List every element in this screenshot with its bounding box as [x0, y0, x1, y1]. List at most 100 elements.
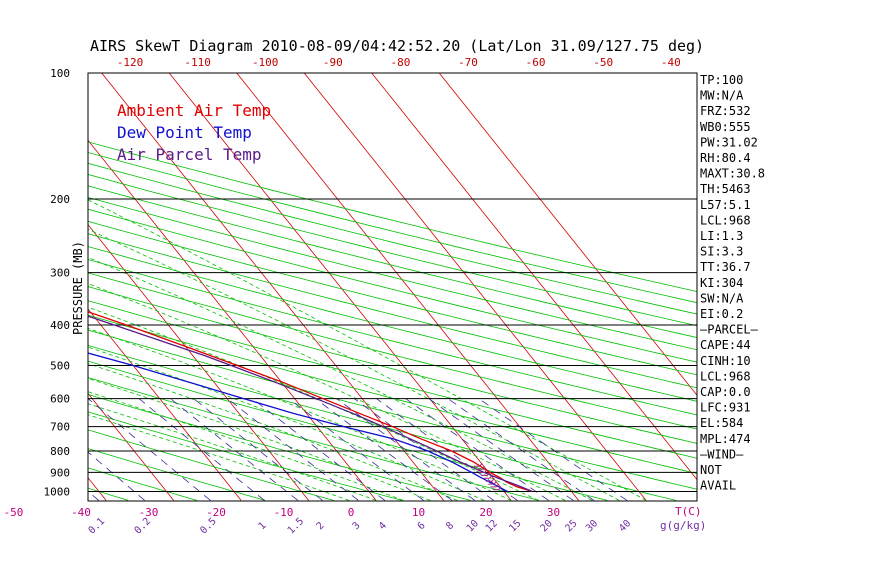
mixing-ratio-tick-label: 30: [584, 518, 600, 534]
mixing-ratio-tick-label: 0.1: [87, 516, 108, 537]
mixing-ratio-line: [428, 398, 574, 501]
stability-index-item: LCL:968: [700, 213, 751, 227]
isotherm-line: [101, 73, 444, 501]
temperature-tick-label: -40: [71, 506, 91, 519]
mixing-ratio-tick-label: 1: [257, 520, 269, 532]
temperature-tick-label: -20: [206, 506, 226, 519]
dry-adiabat-line: [88, 377, 540, 501]
dry-adiabat-line: [88, 272, 697, 430]
isotherm-line: [438, 73, 697, 396]
wind-barb-mark: [474, 462, 483, 467]
dry-adiabat-line: [88, 152, 697, 304]
moist-adiabat-line: [88, 378, 431, 501]
stability-index-item: TP:100: [700, 73, 743, 87]
mixing-ratio-line: [405, 398, 549, 501]
temperature-tick-label: 30: [547, 506, 560, 519]
stability-index-item: MPL:474: [700, 432, 751, 446]
top-temperature-tick-label: -100: [252, 56, 279, 69]
stability-index-item: CINH:10: [700, 354, 751, 368]
top-temperature-tick-label: -120: [117, 56, 144, 69]
pressure-tick-label: 200: [50, 193, 70, 206]
stability-index-item: PW:31.02: [700, 135, 758, 149]
dry-adiabat-line: [88, 329, 697, 490]
pressure-tick-label: 900: [50, 466, 70, 479]
mixing-ratio-line: [354, 398, 494, 501]
temperature-tick-label: 20: [479, 506, 492, 519]
mixing-ratio-line: [88, 398, 211, 501]
mixing-ratio-line: [478, 398, 628, 501]
stability-index-item: TH:5463: [700, 182, 751, 196]
series-line-air-parcel-temp: [88, 315, 533, 493]
stability-index-item: L57:5.1: [700, 198, 751, 212]
stability-index-item: TT:36.7: [700, 260, 751, 274]
y-axis-label: PRESSURE (MB): [71, 241, 85, 335]
mixing-ratio-line: [447, 398, 595, 501]
mixing-ratio-line: [170, 398, 299, 501]
pressure-tick-label: 1000: [44, 486, 71, 499]
stability-index-item: LFC:931: [700, 401, 751, 415]
stability-index-item: WB0:555: [700, 120, 751, 134]
mixing-ratio-tick-label: 40: [617, 518, 633, 534]
stability-index-item: KI:304: [700, 276, 743, 290]
pressure-tick-label: 100: [50, 67, 70, 80]
stability-index-item: AVAIL: [700, 479, 736, 493]
stability-index-item: LI:1.3: [700, 229, 743, 243]
pressure-tick-label: 500: [50, 360, 70, 373]
dry-adiabat-line: [88, 162, 697, 315]
dry-adiabat-line: [88, 300, 697, 459]
wind-barb-mark: [488, 480, 497, 485]
moist-adiabat-line: [88, 283, 566, 501]
top-temperature-tick-label: -60: [526, 56, 546, 69]
dry-adiabat-line: [88, 467, 197, 501]
mixing-ratio-tick-label: 20: [539, 518, 555, 534]
moist-adiabat-line: [88, 346, 485, 501]
chart-title: AIRS SkewT Diagram 2010-08-09/04:42:52.2…: [90, 37, 704, 55]
wind-barb-mark: [476, 466, 485, 470]
stability-index-item: FRZ:532: [700, 104, 751, 118]
isotherm-line: [88, 139, 377, 501]
stability-index-item: LCL:968: [700, 369, 751, 383]
temperature-tick-label: -10: [274, 506, 294, 519]
mixing-ratio-line: [193, 398, 323, 501]
moist-adiabat-line: [88, 403, 377, 501]
top-temperature-tick-label: -50: [593, 56, 613, 69]
isotherm-line: [0, 73, 39, 500]
dry-adiabat-line: [88, 174, 697, 327]
legend-parcel: Air Parcel Temp: [117, 145, 262, 164]
mixing-ratio-tick-label: 4: [377, 520, 389, 532]
top-temperature-tick-label: -40: [661, 56, 681, 69]
pressure-tick-label: 700: [50, 421, 70, 434]
dry-adiabat-line: [88, 246, 697, 402]
moist-adiabat-line: [88, 257, 593, 501]
stability-index-item: SW:N/A: [700, 291, 744, 305]
mixing-ratio-line: [376, 398, 518, 501]
temperature-tick-label: 10: [412, 506, 425, 519]
stability-index-item: MAXT:30.8: [700, 167, 765, 181]
dry-adiabat-line: [88, 286, 697, 444]
mixing-ratio-tick-label: 0.2: [133, 516, 154, 537]
dry-adiabat-line: [88, 220, 697, 376]
isotherm-line: [88, 477, 107, 501]
mixing-ratio-tick-label: 2: [315, 520, 327, 532]
stability-index-item: CAP:0.0: [700, 385, 751, 399]
mixing-ratio-tick-label: 12: [484, 518, 500, 534]
dry-adiabat-line: [88, 196, 697, 351]
legend-ambient: Ambient Air Temp: [117, 101, 271, 120]
stability-index-item: SI:3.3: [700, 245, 743, 259]
dry-adiabat-line: [88, 314, 697, 475]
plot-frame: [87, 72, 698, 502]
stability-index-item: —PARCEL—: [700, 323, 759, 337]
moist-adiabat-line: [88, 363, 458, 501]
mixing-ratio-tick-label: 15: [507, 518, 523, 534]
wind-barb-mark: [490, 483, 499, 488]
mixing-ratio-line: [252, 398, 386, 501]
wind-barb-mark: [492, 486, 502, 491]
pressure-tick-label: 600: [50, 393, 70, 406]
pressure-tick-label: 300: [50, 267, 70, 280]
wind-barb-mark: [481, 472, 490, 476]
temperature-tick-label: -30: [139, 506, 159, 519]
mixing-ratio-tick-label: 8: [444, 520, 456, 532]
temperature-tick-label: -50: [4, 506, 24, 519]
series-line-ambient-air-temp: [88, 311, 533, 493]
